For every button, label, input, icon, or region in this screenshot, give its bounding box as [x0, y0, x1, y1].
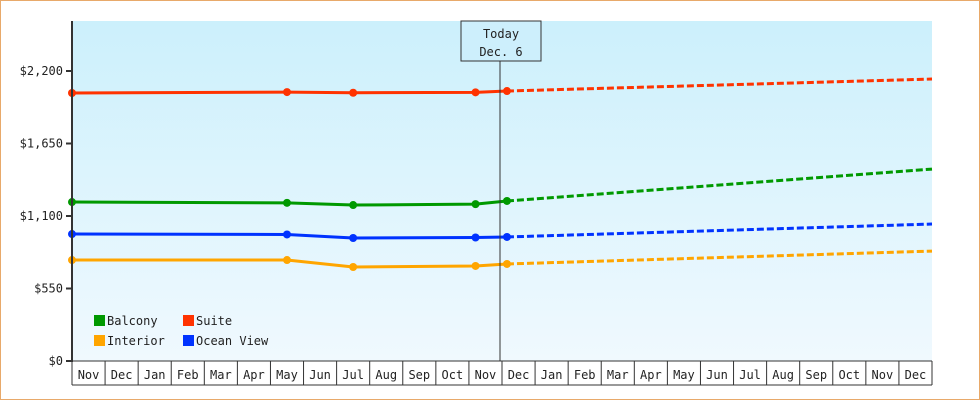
data-point[interactable]: [349, 263, 358, 272]
month-label: Oct: [838, 368, 860, 382]
legend-item-interior[interactable]: Interior: [94, 334, 165, 348]
month-label: Aug: [772, 368, 794, 382]
today-marker: Today Dec. 6: [460, 20, 542, 361]
month-label: Feb: [177, 368, 199, 382]
data-point[interactable]: [283, 88, 291, 97]
y-axis-ticks: $0 $550 $1,100 $1,650 $2,200: [20, 64, 72, 368]
month-label: Jun: [706, 368, 728, 382]
month-label: Apr: [640, 368, 662, 382]
data-point[interactable]: [349, 234, 358, 243]
month-label: Jan: [541, 368, 563, 382]
legend-label: Interior: [107, 334, 165, 348]
data-point[interactable]: [502, 196, 511, 205]
month-label: Sep: [408, 368, 430, 382]
legend-swatch: [183, 315, 194, 326]
data-point[interactable]: [502, 232, 511, 241]
legend-label: Balcony: [107, 314, 158, 328]
data-point[interactable]: [283, 256, 291, 265]
legend-swatch: [94, 315, 105, 326]
month-label: Jul: [739, 368, 761, 382]
month-label: Nov: [872, 368, 894, 382]
month-label: Dec: [508, 368, 530, 382]
legend-swatch: [94, 335, 105, 346]
month-label: Jan: [144, 368, 166, 382]
data-point[interactable]: [471, 200, 480, 209]
legend-item-suite[interactable]: Suite: [183, 314, 232, 328]
month-label: Dec: [111, 368, 133, 382]
month-label: Jun: [309, 368, 331, 382]
data-point[interactable]: [283, 198, 291, 207]
projected-price-line: [506, 77, 933, 93]
y-tick-label: $550: [34, 282, 63, 296]
series-suite: [68, 77, 933, 98]
x-axis-months: Nov Dec Jan Feb Mar Apr May Jun Jul Aug Sep Oct Nov D…: [71, 361, 933, 386]
data-point[interactable]: [502, 87, 511, 96]
today-date: Dec. 6: [479, 45, 522, 59]
y-tick-label: $0: [49, 354, 63, 368]
month-label: Nov: [78, 368, 100, 382]
plot-area: [72, 21, 932, 361]
month-label: Dec: [905, 368, 927, 382]
month-label: Oct: [442, 368, 464, 382]
month-label: Apr: [243, 368, 265, 382]
projected-price-line: [506, 222, 933, 239]
projected-price-line: [506, 249, 933, 266]
today-label-box: [460, 20, 542, 62]
month-label: May: [276, 368, 298, 382]
month-label: Feb: [574, 368, 596, 382]
legend: Balcony Suite Interior Ocean View: [94, 314, 269, 348]
legend-item-ocean-view[interactable]: Ocean View: [183, 334, 269, 348]
month-label: Mar: [607, 368, 629, 382]
y-tick-label: $2,200: [20, 64, 63, 78]
data-point[interactable]: [471, 88, 480, 97]
data-point[interactable]: [349, 201, 358, 210]
data-point[interactable]: [349, 88, 358, 97]
legend-swatch: [183, 335, 194, 346]
data-point[interactable]: [283, 230, 291, 239]
projected-price-line: [506, 167, 933, 203]
legend-label: Ocean View: [196, 334, 269, 348]
y-tick-label: $1,650: [20, 137, 63, 151]
y-tick-label: $1,100: [20, 209, 63, 223]
month-label: Aug: [375, 368, 397, 382]
month-label: May: [673, 368, 695, 382]
data-point[interactable]: [471, 261, 480, 270]
legend-item-balcony[interactable]: Balcony: [94, 314, 158, 328]
data-point[interactable]: [471, 233, 480, 242]
legend-label: Suite: [196, 314, 232, 328]
month-label: Mar: [210, 368, 232, 382]
month-label: Jul: [342, 368, 364, 382]
month-label: Sep: [805, 368, 827, 382]
month-label: Nov: [475, 368, 497, 382]
today-label: Today: [483, 27, 519, 41]
data-point[interactable]: [502, 259, 511, 268]
series-interior: [68, 249, 933, 272]
